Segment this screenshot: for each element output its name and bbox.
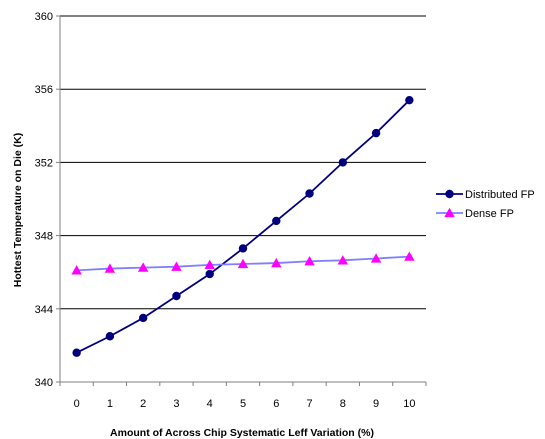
x-tick-label: 7 [306,398,312,410]
dense-fp-point [71,265,82,275]
legend: Distributed FP Dense FP [436,189,535,220]
dense-fp-point [171,261,182,271]
x-tick-labels: 0 1 2 3 4 5 6 7 8 9 10 [74,398,416,410]
y-tick-label: 356 [35,84,53,96]
distributed-fp-line [76,99,410,354]
y-tick-labels: 340 344 348 352 356 360 [35,11,53,389]
distributed-fp-point [172,291,181,301]
x-tick-label: 4 [207,398,213,410]
x-tick-label: 3 [173,398,179,410]
distributed-fp-point [205,269,214,279]
distributed-fp-point [72,348,81,357]
y-axis-label: Hottest Temperature on Die (K) [12,133,24,287]
y-tick-label: 360 [35,11,53,23]
x-tick-label: 10 [403,398,415,410]
x-tick-label: 1 [107,398,113,410]
distributed-fp-point [272,216,281,226]
distributed-fp-point [338,158,348,167]
dense-fp-point [204,259,215,270]
legend-swatch-marker [445,189,454,199]
y-tick-label: 344 [35,304,53,316]
dense-fp-point [237,258,249,269]
gridlines [56,15,427,386]
x-tick-label: 2 [140,398,146,410]
x-tick-label: 0 [74,398,80,410]
x-tick-label: 9 [373,398,379,410]
distributed-fp-point [405,95,414,105]
x-axis-label: Amount of Across Chip Systematic Leff Va… [110,427,374,439]
x-tick-label: 5 [240,398,246,410]
dense-fp-point [271,257,282,268]
dense-fp-point [137,262,149,272]
distributed-fp-point [305,189,314,198]
y-tick-label: 340 [35,377,53,389]
distributed-fp-point [138,313,148,323]
dense-fp-point [304,256,315,266]
distributed-fp-point [371,128,381,138]
x-tick-label: 6 [273,398,279,410]
y-tick-label: 348 [35,231,53,243]
dense-fp-point [370,253,382,263]
legend-label-dense-fp: Dense FP [465,208,514,220]
x-tick-label: 8 [340,398,346,410]
legend-swatch-marker [444,207,455,218]
legend-label-distributed-fp: Distributed FP [465,189,535,201]
dense-fp-point [337,255,349,265]
dense-fp-point [104,263,116,273]
y-tick-label: 352 [35,157,53,169]
distributed-fp-point [105,332,115,341]
dense-fp-point [404,251,415,261]
series-group [71,95,415,357]
distributed-fp-point [238,244,248,253]
